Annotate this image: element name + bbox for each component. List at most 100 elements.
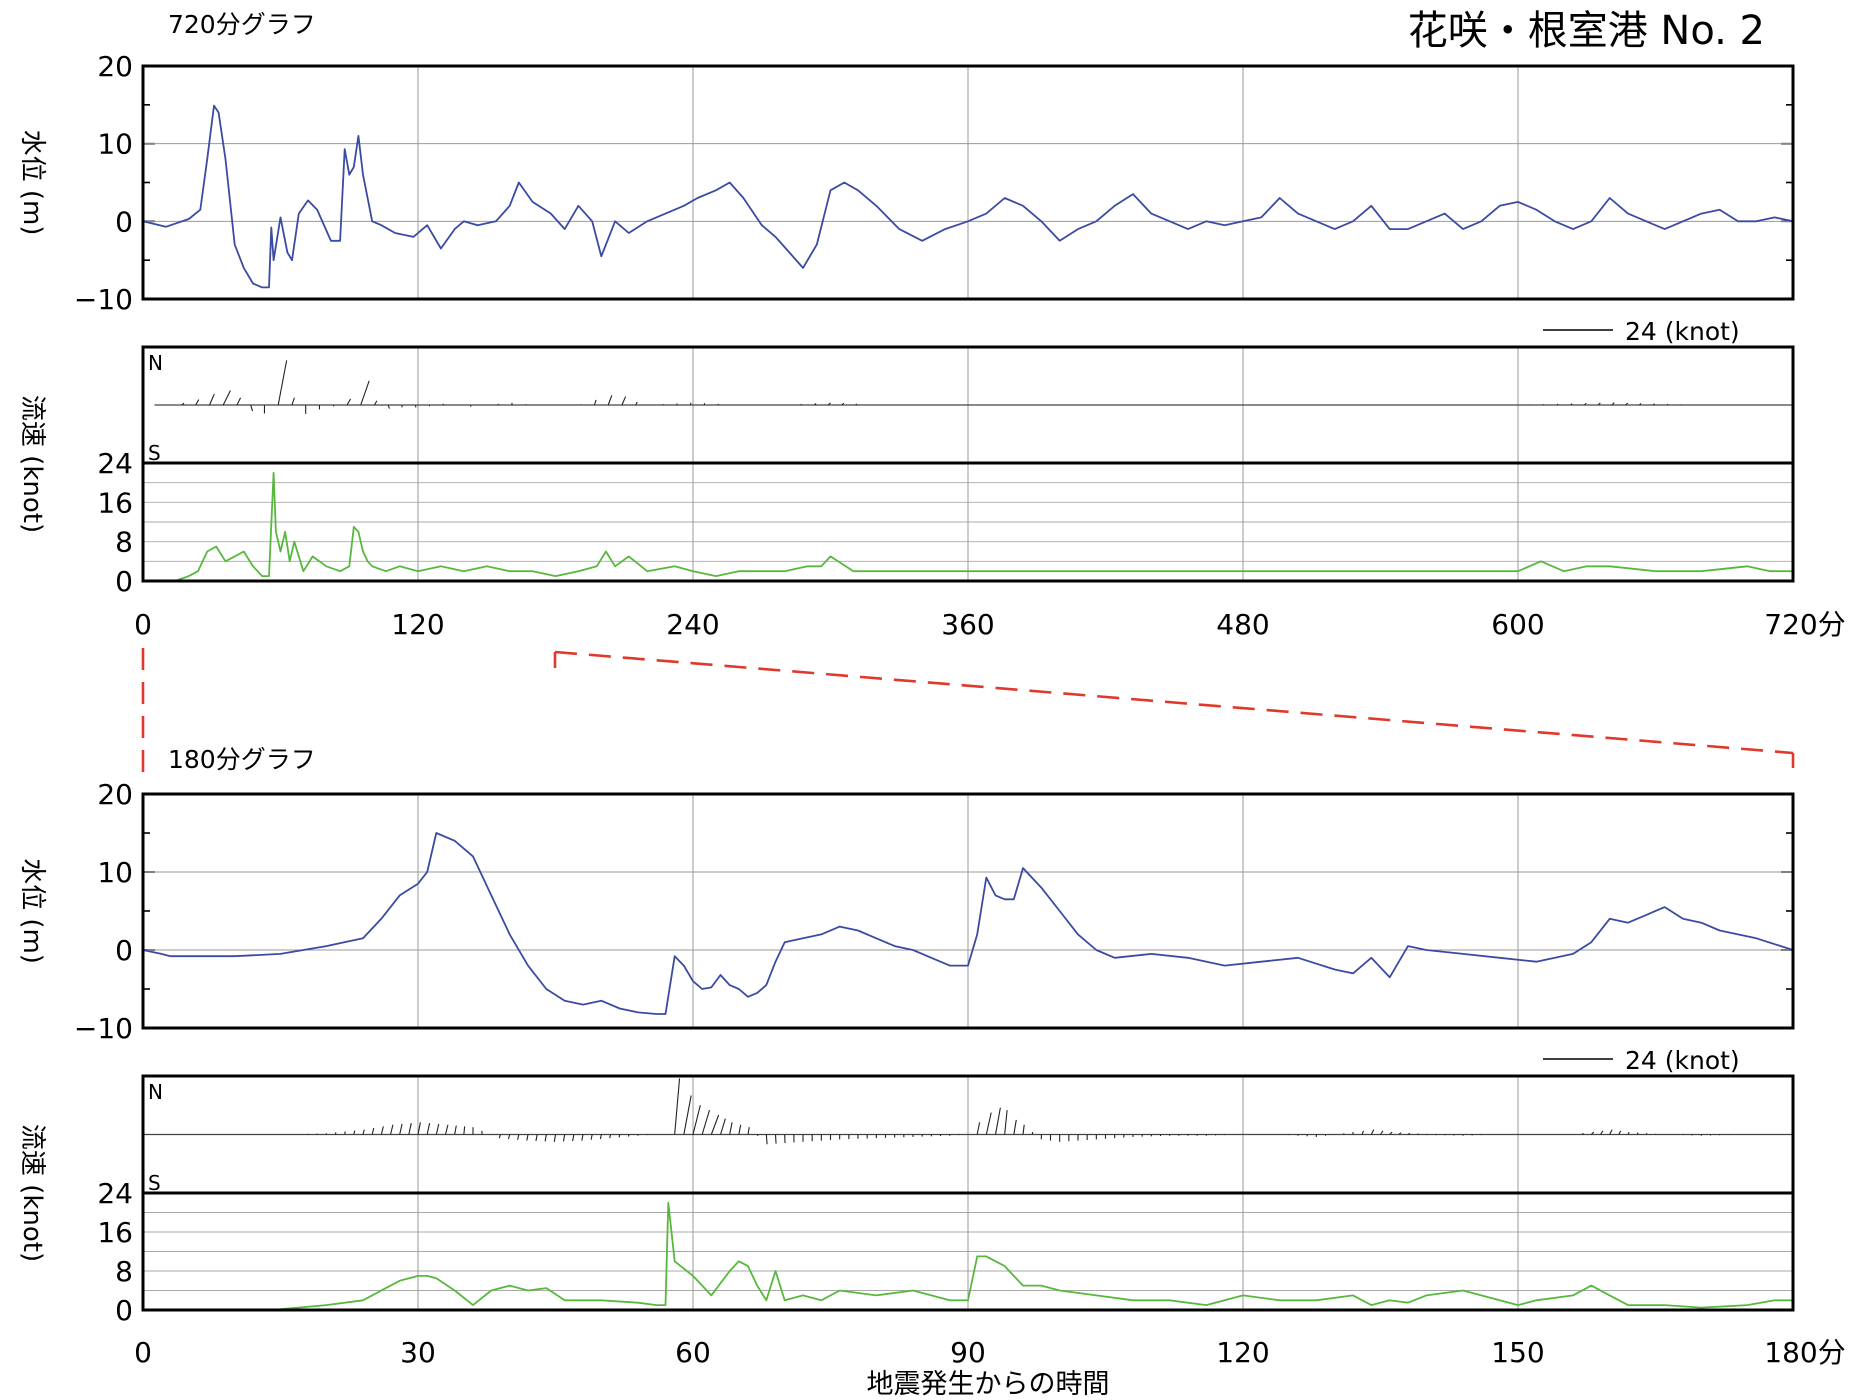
current-vector: [353, 1130, 356, 1135]
y-tick-label: 0: [115, 934, 133, 967]
current-vector: [710, 1114, 720, 1135]
y-tick-label: 20: [97, 778, 133, 811]
y-tick-label: 8: [115, 1255, 133, 1288]
current-vector: [373, 400, 378, 406]
current-vector: [463, 1126, 466, 1135]
current-vector: [1361, 1130, 1364, 1135]
current-vector: [635, 401, 638, 406]
current-vector: [277, 360, 288, 406]
y-tick-label: 0: [115, 565, 133, 598]
water-level-axis-label: 水位 (m): [17, 130, 47, 236]
current-vector: [417, 1122, 421, 1135]
current-vector: [291, 397, 295, 406]
current-vector: [553, 1134, 557, 1142]
y-tick-label: 0: [115, 205, 133, 238]
current-vector: [408, 1123, 412, 1135]
current-speed-frame: [141, 461, 1795, 583]
current-vector: [572, 1134, 575, 1142]
y-tick-label: −10: [74, 1012, 133, 1045]
current-vector: [387, 404, 390, 409]
current-vector: [1570, 403, 1573, 406]
zoom-guide-right: [554, 650, 1794, 755]
current-vector: [181, 402, 185, 406]
x-tick-label: 150: [1491, 1336, 1544, 1369]
current-vector: [1639, 402, 1642, 406]
current-vector: [1680, 404, 1682, 406]
current-vector: [360, 380, 370, 406]
current-vector: [729, 1122, 733, 1135]
current-vector: [985, 1112, 992, 1135]
current-vector: [1609, 1129, 1613, 1135]
current-vector: [444, 1124, 449, 1135]
current-vector: [1618, 1130, 1622, 1135]
current-speed-axis-label: 流速 (knot): [17, 1124, 47, 1262]
x-tick-label: 480: [1216, 608, 1269, 641]
y-tick-label: 0: [115, 1294, 133, 1327]
y-tick-label: 16: [97, 1216, 133, 1249]
current-direction-plot: N S 24 (knot): [141, 317, 1795, 465]
water-level-frame: [141, 792, 1795, 1030]
current-vector: [222, 390, 231, 406]
current-vector: [562, 1134, 566, 1142]
y-tick-label: 10: [97, 856, 133, 889]
current-vector: [621, 396, 627, 406]
x-tick-label: 600: [1491, 608, 1544, 641]
current-vector: [236, 397, 242, 406]
current-vector: [581, 1134, 584, 1141]
water-level-plot: −10 0 10 20 水位 (m): [17, 50, 1795, 316]
y-tick-label: 20: [97, 50, 133, 83]
x-tick-label: 180分: [1764, 1336, 1845, 1369]
current-vector: [1611, 402, 1615, 406]
current-vector: [1370, 1129, 1375, 1135]
water-level-line: [142, 832, 1794, 1015]
south-label: S: [148, 441, 161, 465]
current-vector: [426, 1123, 431, 1135]
current-vector: [208, 393, 215, 406]
south-label: S: [148, 1171, 161, 1195]
panel-180-minute: 180分グラフ −10 0 10 20 水位 (m) N S 24 (knot) 0 8 16 24 流速…: [17, 745, 1846, 1369]
north-label: N: [148, 1080, 163, 1104]
y-tick-label: 16: [97, 486, 133, 519]
current-vector: [855, 403, 858, 406]
current-vector: [593, 399, 597, 406]
current-vector: [814, 403, 817, 406]
current-vector: [380, 1126, 384, 1135]
current-vector: [195, 399, 200, 406]
current-vector: [535, 1134, 538, 1142]
current-vector: [765, 1134, 768, 1145]
x-axis-label: 地震発生からの時間: [867, 1369, 1110, 1400]
current-vector: [1645, 1133, 1648, 1135]
current-vector: [1581, 1132, 1584, 1135]
current-vector: [1004, 1110, 1008, 1135]
y-tick-label: 8: [115, 526, 133, 559]
current-speed-axis-label: 流速 (knot): [17, 395, 47, 533]
scale-label: 24 (knot): [1625, 317, 1740, 346]
current-vector: [507, 1134, 511, 1140]
current-vector: [1444, 1134, 1446, 1136]
current-vector: [344, 1131, 346, 1135]
current-vector: [1597, 402, 1601, 406]
y-tick-label: 10: [97, 128, 133, 161]
current-vector: [692, 1105, 701, 1135]
current-vector: [399, 1123, 403, 1135]
current-vector: [1542, 403, 1545, 406]
current-vector: [498, 1134, 502, 1139]
current-vector: [544, 1134, 547, 1142]
current-vector: [738, 1124, 742, 1135]
x-tick-label: 120: [391, 608, 444, 641]
current-vector: [1556, 403, 1559, 406]
current-vector: [719, 1118, 726, 1135]
current-speed-line: [143, 471, 1793, 582]
current-vector: [389, 1124, 394, 1135]
current-vector: [526, 1134, 529, 1141]
current-vector: [994, 1107, 1001, 1135]
current-vector: [841, 402, 845, 406]
current-vector: [827, 402, 831, 406]
current-vector: [454, 1125, 457, 1135]
current-vector: [371, 1127, 375, 1135]
current-vector: [1636, 1132, 1639, 1135]
current-vector: [1590, 1131, 1595, 1135]
x-tick-label: 30: [400, 1336, 436, 1369]
water-level-line: [142, 104, 1794, 289]
